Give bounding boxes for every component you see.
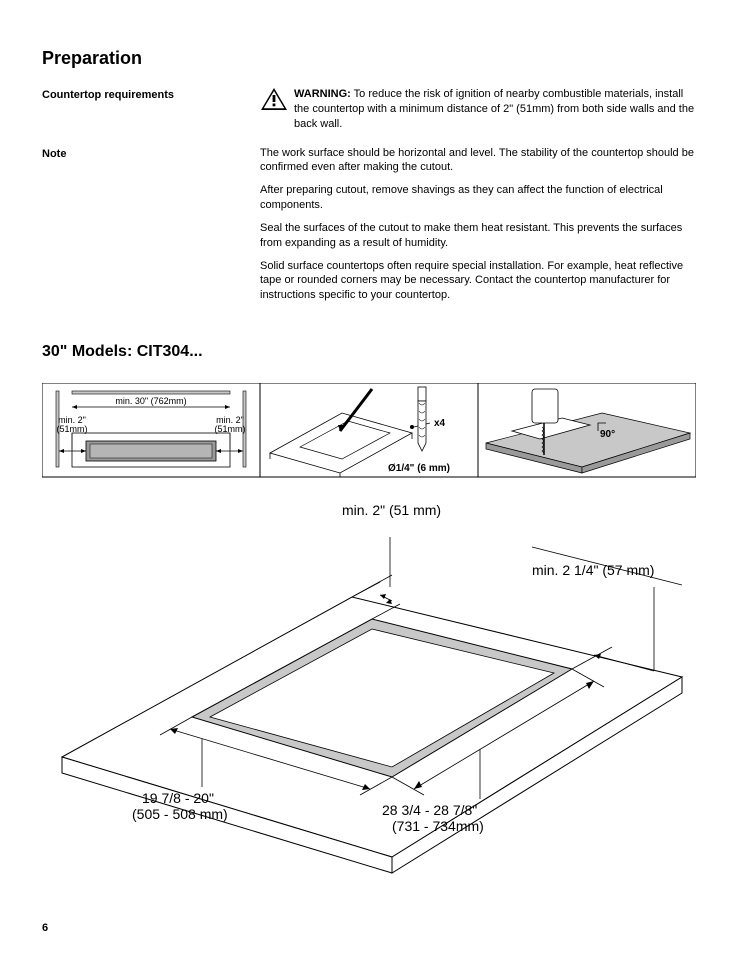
note-p3: Seal the surfaces of the cutout to make … [260,221,696,251]
note-p2: After preparing cutout, remove shavings … [260,183,696,213]
drill-label: Ø1/4" (6 mm) [388,463,450,474]
main-right-dim: min. 2 1/4" (57 mm) [532,562,654,578]
warning-icon [260,87,288,111]
p1-left-2: (51mm) [57,424,88,434]
p1-right-2: (51mm) [215,424,246,434]
note-label: Note [42,146,260,160]
models-heading: 30" Models: CIT304... [42,343,696,361]
main-left-dim-1: 19 7/8 - 20" [142,790,214,806]
note-p1: The work surface should be horizontal an… [260,146,696,176]
installation-diagram: min. 30" (762mm) min. 2" (51mm) min. 2" … [42,383,696,888]
warning-text: WARNING: To reduce the risk of ignition … [294,87,696,132]
countertop-label: Countertop requirements [42,87,260,101]
main-left-dim-2: (505 - 508 mm) [132,806,228,822]
main-width-dim-2: (731 - 734mm) [392,818,484,834]
p1-top-label: min. 30" (762mm) [115,396,186,406]
page-heading: Preparation [42,48,696,69]
warning-body: To reduce the risk of ignition of nearby… [294,88,694,130]
countertop-requirements-row: Countertop requirements WARNING: To redu… [42,87,696,132]
x4-label: x4 [434,418,446,429]
angle-label: 90° [600,429,615,440]
page-number: 6 [42,922,48,934]
warning-bold: WARNING: [294,88,351,100]
note-row: Note The work surface should be horizont… [42,146,696,312]
main-top-dim: min. 2" (51 mm) [342,502,441,518]
main-width-dim-1: 28 3/4 - 28 7/8" [382,802,477,818]
note-p4: Solid surface countertops often require … [260,259,696,304]
